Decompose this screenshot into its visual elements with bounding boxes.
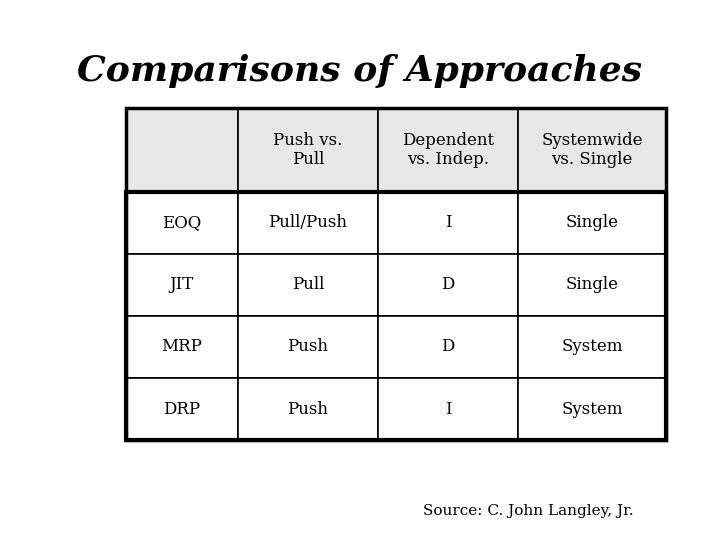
Text: System: System — [562, 401, 623, 417]
Text: EOQ: EOQ — [162, 214, 202, 231]
Text: Push: Push — [287, 401, 328, 417]
Text: DRP: DRP — [163, 401, 200, 417]
Text: I: I — [445, 214, 451, 231]
Text: Dependent
vs. Indep.: Dependent vs. Indep. — [402, 132, 494, 168]
Text: Single: Single — [566, 214, 618, 231]
Text: Push vs.
Pull: Push vs. Pull — [273, 132, 343, 168]
Text: I: I — [445, 401, 451, 417]
Text: Pull/Push: Pull/Push — [269, 214, 347, 231]
Text: D: D — [441, 276, 455, 293]
Text: Pull: Pull — [292, 276, 324, 293]
Text: Push: Push — [287, 339, 328, 355]
Text: Single: Single — [566, 276, 618, 293]
Text: D: D — [441, 339, 455, 355]
Text: System: System — [562, 339, 623, 355]
Text: JIT: JIT — [170, 276, 194, 293]
Text: Comparisons of Approaches: Comparisons of Approaches — [78, 54, 642, 88]
Text: MRP: MRP — [161, 339, 202, 355]
Text: Systemwide
vs. Single: Systemwide vs. Single — [541, 132, 643, 168]
Text: Source: C. John Langley, Jr.: Source: C. John Langley, Jr. — [423, 504, 634, 518]
